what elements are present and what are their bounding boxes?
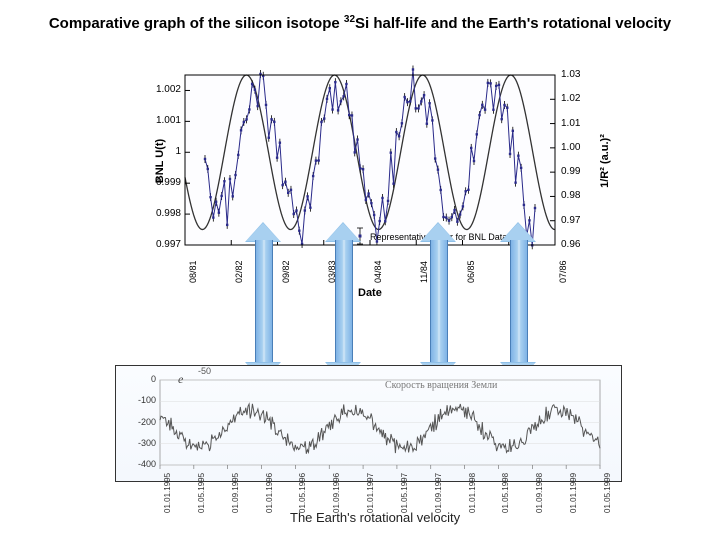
- lower-ytick: -200: [122, 417, 156, 427]
- lower-xtick: 01.01.1999: [569, 473, 578, 513]
- lower-xtick: 01.01.1997: [366, 473, 375, 513]
- lower-xtick: 01.09.1998: [535, 473, 544, 513]
- xtick: 06/85: [466, 260, 476, 283]
- lower-xtick: 01.05.1998: [501, 473, 510, 513]
- ytick-right: 0.97: [561, 215, 580, 226]
- link-arrow: [325, 222, 361, 382]
- ytick-right: 0.99: [561, 166, 580, 177]
- ytick-left: 0.997: [143, 239, 181, 250]
- xtick: 07/86: [558, 260, 568, 283]
- lower-xtick: 01.05.1995: [197, 473, 206, 513]
- ytick-right: 1.03: [561, 69, 580, 80]
- lower-ytick: 0: [122, 374, 156, 384]
- lower-overlay-text: Скорость вращения Земли: [385, 380, 497, 391]
- x-axis-title: Date: [358, 287, 382, 299]
- ytick-left: 0.999: [143, 177, 181, 188]
- lower-xtick: 01.09.1995: [231, 473, 240, 513]
- link-arrow: [500, 222, 536, 382]
- lower-xtick: 01.01.1995: [163, 473, 172, 513]
- ytick-right: 1.00: [561, 142, 580, 153]
- ytick-right: 1.01: [561, 118, 580, 129]
- ytick-right: 0.96: [561, 239, 580, 250]
- xtick: 09/82: [281, 260, 291, 283]
- ytick-left: 0.998: [143, 208, 181, 219]
- lower-xtick: 01.09.1996: [332, 473, 341, 513]
- link-arrow: [420, 222, 456, 382]
- xtick: 08/81: [188, 260, 198, 283]
- lower-xtick: 01.09.1997: [434, 473, 443, 513]
- ytick-left: 1.001: [143, 115, 181, 126]
- lower-ytick: -400: [122, 459, 156, 469]
- lower-xtick: 01.05.1999: [603, 473, 612, 513]
- bottom-caption: The Earth's rotational velocity: [290, 510, 460, 525]
- lower-xtick: 01.05.1997: [400, 473, 409, 513]
- lower-xtick: 01.05.1996: [298, 473, 307, 513]
- xtick: 04/84: [373, 260, 383, 283]
- xtick: 02/82: [234, 260, 244, 283]
- lower-xtick: 01.01.1996: [265, 473, 274, 513]
- lower-e-label: e: [178, 372, 183, 387]
- lower-chart-frame: [115, 365, 622, 482]
- lower-ytick: -300: [122, 438, 156, 448]
- ytick-right: 0.98: [561, 190, 580, 201]
- link-arrow: [245, 222, 281, 382]
- lower-ytick: -100: [122, 395, 156, 405]
- lower-top-num: -50: [198, 366, 211, 376]
- right-axis-label: 1/R² (a.u.)²: [599, 134, 611, 188]
- ytick-left: 1.002: [143, 84, 181, 95]
- lower-xtick: 01.01.1998: [468, 473, 477, 513]
- ytick-left: 1: [143, 146, 181, 157]
- ytick-right: 1.02: [561, 93, 580, 104]
